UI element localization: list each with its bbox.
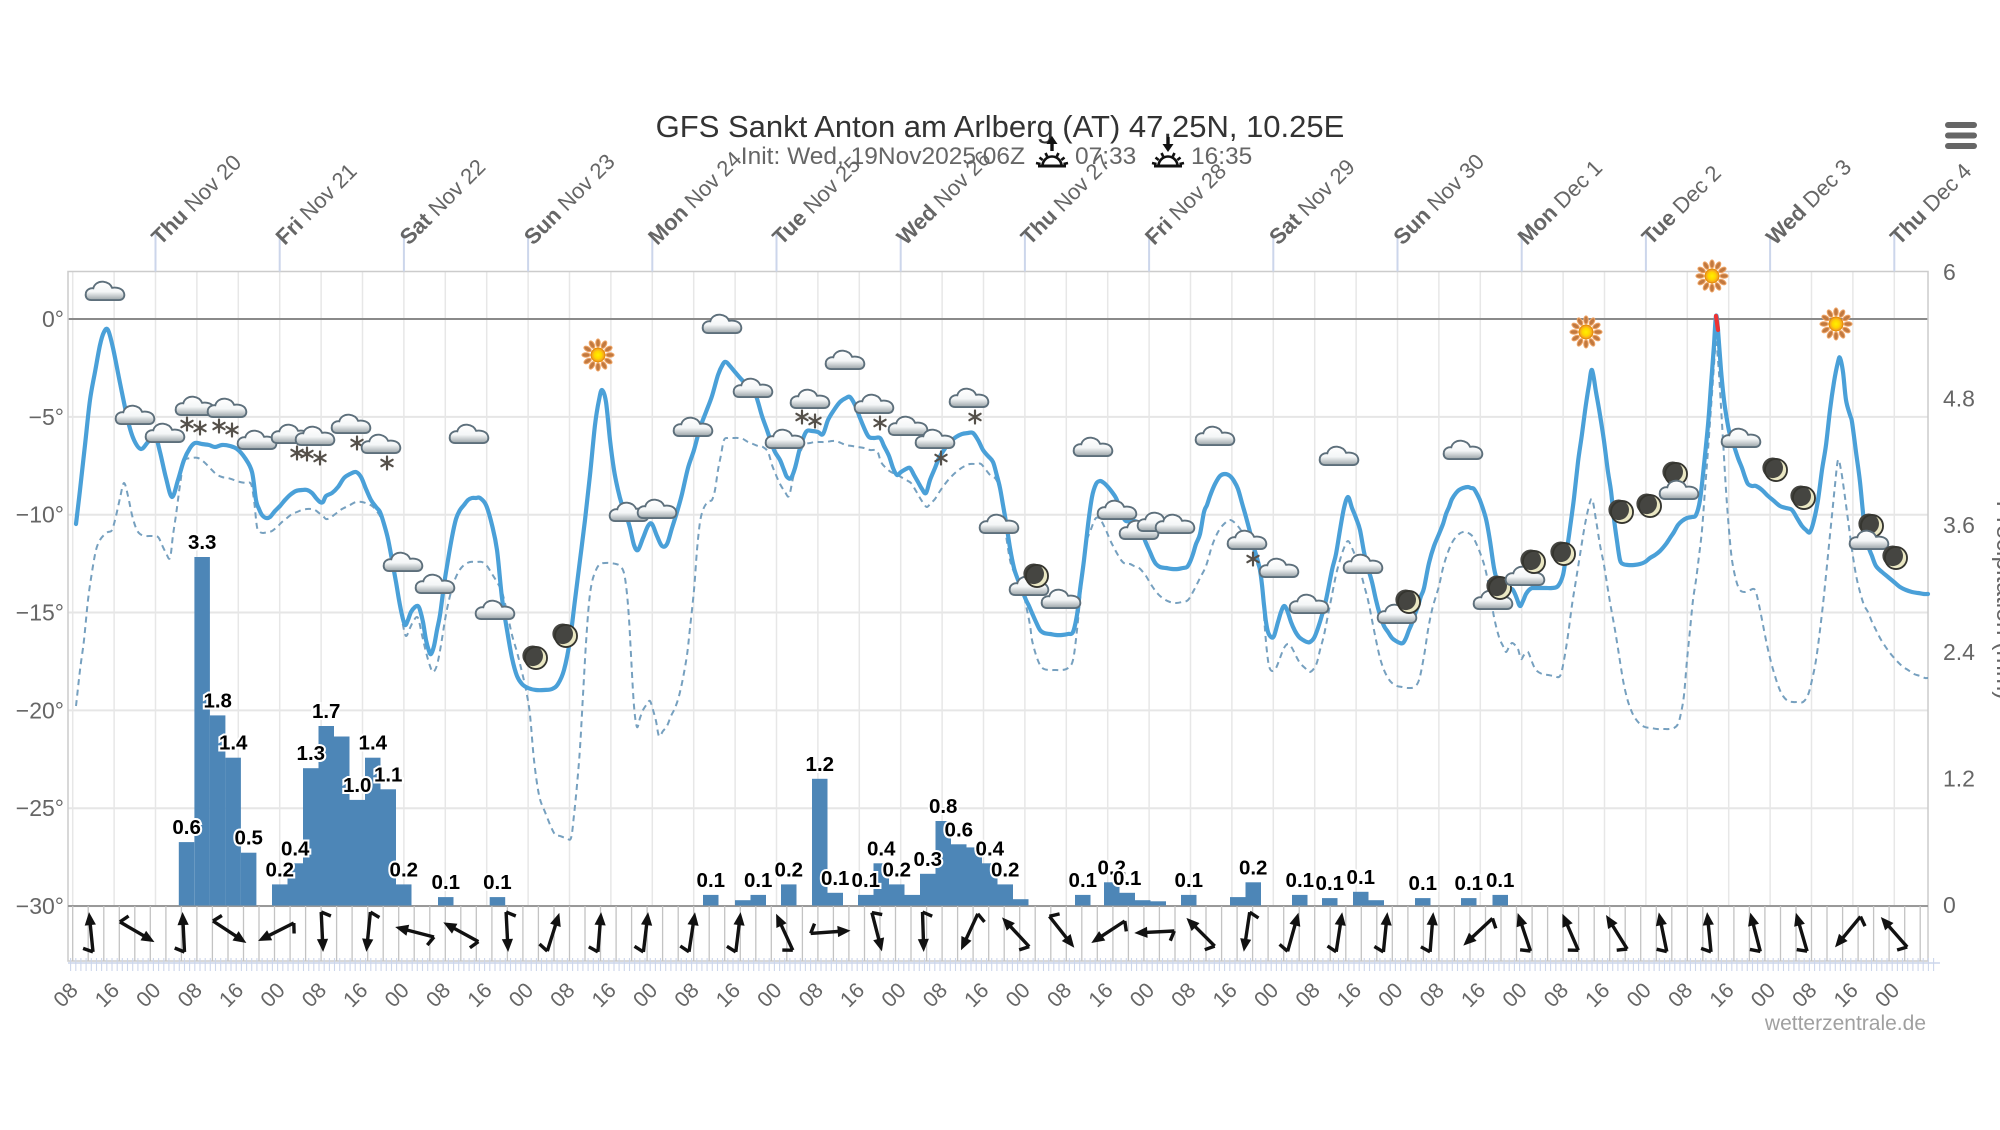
svg-text:1.7: 1.7 bbox=[312, 700, 341, 723]
svg-text:0.1: 0.1 bbox=[744, 869, 773, 892]
svg-text:GFS Sankt Anton am Arlberg (AT: GFS Sankt Anton am Arlberg (AT) 47.25N, … bbox=[656, 109, 1345, 144]
svg-text:1.4: 1.4 bbox=[359, 732, 388, 755]
svg-text:−10°: −10° bbox=[16, 502, 64, 528]
svg-text:0: 0 bbox=[1943, 892, 1956, 918]
svg-text:0°: 0° bbox=[42, 306, 64, 332]
svg-text:0.4: 0.4 bbox=[867, 837, 896, 860]
svg-text:6: 6 bbox=[1943, 259, 1956, 285]
svg-text:wetterzentrale.de: wetterzentrale.de bbox=[1764, 1012, 1926, 1035]
svg-text:0.1: 0.1 bbox=[1175, 869, 1204, 892]
svg-text:0.4: 0.4 bbox=[976, 837, 1005, 860]
svg-text:1.8: 1.8 bbox=[203, 689, 232, 712]
svg-text:1.4: 1.4 bbox=[219, 732, 248, 755]
svg-text:0.3: 0.3 bbox=[914, 848, 943, 871]
svg-text:0.2: 0.2 bbox=[991, 858, 1020, 881]
svg-text:0.2: 0.2 bbox=[775, 858, 804, 881]
svg-text:−5°: −5° bbox=[29, 404, 64, 430]
svg-text:4.8: 4.8 bbox=[1943, 386, 1975, 412]
svg-text:0.1: 0.1 bbox=[1486, 869, 1515, 892]
svg-text:1.0: 1.0 bbox=[343, 774, 372, 797]
svg-text:−15°: −15° bbox=[16, 600, 64, 626]
svg-text:1.2: 1.2 bbox=[1943, 765, 1975, 791]
svg-text:0.1: 0.1 bbox=[1455, 872, 1484, 895]
svg-text:1.1: 1.1 bbox=[374, 763, 403, 786]
svg-text:07:33: 07:33 bbox=[1075, 143, 1136, 170]
svg-text:−25°: −25° bbox=[16, 795, 64, 821]
svg-text:0.1: 0.1 bbox=[821, 867, 850, 890]
svg-text:0.6: 0.6 bbox=[945, 818, 974, 841]
svg-text:0.5: 0.5 bbox=[234, 827, 263, 850]
svg-text:0.1: 0.1 bbox=[1409, 872, 1438, 895]
svg-text:0.8: 0.8 bbox=[929, 795, 958, 818]
svg-text:−30°: −30° bbox=[16, 893, 64, 919]
svg-text:0.1: 0.1 bbox=[1347, 866, 1376, 889]
svg-text:0.1: 0.1 bbox=[852, 869, 881, 892]
svg-text:1.3: 1.3 bbox=[297, 742, 326, 765]
svg-text:3.6: 3.6 bbox=[1943, 512, 1975, 538]
svg-text:1.2: 1.2 bbox=[806, 753, 835, 776]
svg-text:0.1: 0.1 bbox=[483, 871, 512, 894]
svg-text:2.4: 2.4 bbox=[1943, 639, 1975, 665]
svg-text:0.1: 0.1 bbox=[1113, 867, 1142, 890]
svg-text:0.1: 0.1 bbox=[1069, 869, 1098, 892]
svg-text:0.4: 0.4 bbox=[281, 837, 310, 860]
svg-text:3.3: 3.3 bbox=[188, 531, 217, 554]
svg-text:−20°: −20° bbox=[16, 697, 64, 723]
svg-text:0.1: 0.1 bbox=[1286, 869, 1315, 892]
svg-text:0.2: 0.2 bbox=[883, 858, 912, 881]
svg-text:0.1: 0.1 bbox=[1316, 872, 1345, 895]
svg-text:0.2: 0.2 bbox=[266, 858, 295, 881]
svg-text:Precipitation (mm): Precipitation (mm) bbox=[1991, 501, 2000, 700]
svg-text:0.2: 0.2 bbox=[1239, 856, 1268, 879]
svg-text:0.1: 0.1 bbox=[432, 871, 461, 894]
svg-text:16:35: 16:35 bbox=[1191, 143, 1252, 170]
svg-text:0.6: 0.6 bbox=[172, 816, 201, 839]
svg-text:0.1: 0.1 bbox=[697, 869, 726, 892]
svg-text:Init: Wed, 19Nov2025 06Z: Init: Wed, 19Nov2025 06Z bbox=[741, 143, 1025, 170]
svg-text:0.2: 0.2 bbox=[390, 858, 419, 881]
